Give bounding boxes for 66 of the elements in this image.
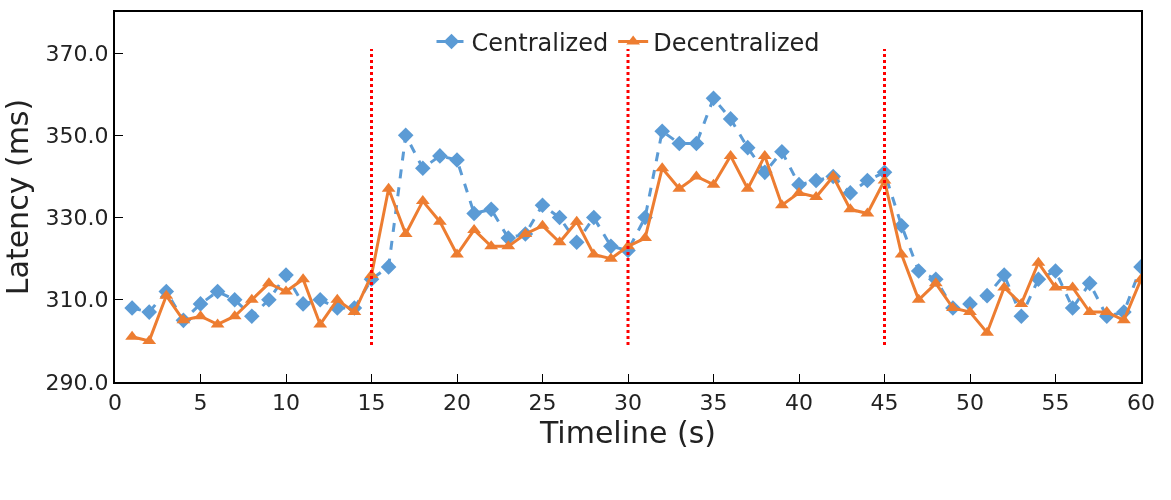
point	[466, 205, 482, 222]
point	[261, 291, 277, 308]
y-axis-title: Latency (ms)	[0, 98, 35, 296]
point	[432, 148, 448, 164]
point	[1013, 308, 1030, 325]
point	[603, 238, 619, 255]
point	[654, 123, 670, 140]
point	[1047, 263, 1064, 279]
y-tick-label: 370.0	[45, 40, 109, 66]
x-tick-label: 10	[272, 390, 300, 416]
point	[910, 263, 927, 279]
point	[483, 201, 499, 218]
point	[1064, 300, 1081, 316]
point	[192, 296, 209, 312]
point	[859, 172, 876, 189]
x-tick-label: 30	[614, 390, 642, 416]
point	[688, 135, 705, 152]
point	[1030, 271, 1047, 288]
point	[312, 291, 328, 308]
point	[124, 300, 140, 316]
x-tick-label: 0	[108, 390, 122, 416]
x-tick-label: 60	[1127, 390, 1155, 416]
y-tick-label: 310.0	[45, 287, 109, 313]
x-tick-label: 25	[528, 390, 557, 416]
y-tick-label: 350.0	[45, 123, 109, 149]
point	[774, 143, 790, 160]
point	[1081, 275, 1098, 292]
point	[996, 267, 1012, 283]
point	[295, 296, 311, 312]
x-tick-label: 20	[443, 390, 471, 416]
point	[842, 185, 859, 201]
x-tick-label: 15	[357, 390, 386, 416]
point	[209, 283, 226, 300]
point	[808, 172, 824, 189]
point	[279, 285, 293, 295]
point	[705, 90, 722, 107]
point	[449, 152, 465, 168]
x-tick-label: 50	[956, 390, 984, 416]
point	[568, 234, 585, 251]
point	[586, 209, 602, 226]
x-tick-label: 35	[699, 390, 728, 416]
y-tick-label: 330.0	[45, 205, 109, 231]
y-tick-label: 290.0	[45, 369, 109, 395]
point	[534, 197, 551, 214]
x-tick-label: 45	[870, 390, 899, 416]
point	[450, 248, 464, 258]
point	[244, 308, 260, 325]
point	[141, 304, 157, 320]
point	[415, 160, 431, 177]
x-tick-label: 40	[785, 390, 813, 416]
point	[979, 287, 995, 304]
point	[397, 127, 414, 144]
legend-label: Decentralized	[653, 28, 820, 57]
x-axis-title: Timeline (s)	[538, 415, 717, 451]
point	[278, 267, 294, 283]
point	[739, 139, 756, 156]
x-tick-label: 5	[193, 390, 208, 416]
point	[722, 111, 739, 127]
point	[792, 186, 806, 196]
x-tick-label: 55	[1041, 390, 1070, 416]
point	[551, 209, 568, 226]
point	[380, 259, 397, 275]
point	[226, 291, 243, 308]
point	[963, 306, 977, 316]
point	[671, 135, 688, 152]
legend-label: Centralized	[471, 28, 609, 57]
